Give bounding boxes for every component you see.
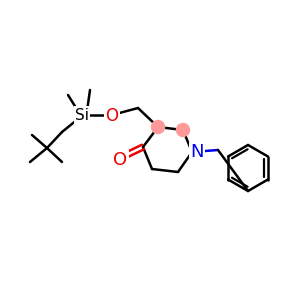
Circle shape (152, 121, 164, 134)
Text: N: N (190, 143, 204, 161)
Text: Si: Si (75, 107, 89, 122)
Text: O: O (106, 107, 118, 125)
Circle shape (176, 124, 190, 136)
Text: O: O (113, 151, 127, 169)
